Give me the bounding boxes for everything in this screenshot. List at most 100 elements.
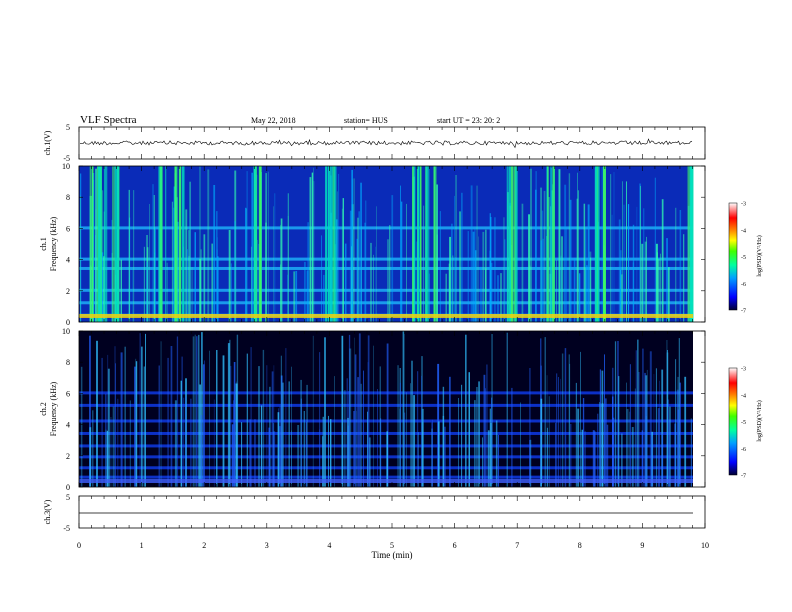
spec1-streak	[230, 263, 232, 322]
spec1-streak	[474, 250, 477, 322]
spec1-streak	[439, 211, 441, 322]
spec1-streak	[273, 206, 274, 322]
spec2-streak	[641, 430, 643, 487]
spec2-streak	[626, 382, 627, 487]
spec2-band	[79, 444, 693, 448]
spec1-streak	[449, 236, 451, 322]
spec1-streak	[365, 200, 367, 322]
date-label: May 22, 2018	[251, 116, 296, 125]
spec2-streak	[580, 351, 581, 487]
spec2-streak	[80, 366, 83, 487]
spec1-streak	[376, 206, 377, 322]
spec1-streak	[251, 172, 253, 322]
spec2-streak	[582, 398, 585, 487]
spec2-streak	[227, 343, 230, 487]
spec1-streak	[661, 199, 664, 322]
spec1-streak	[576, 198, 579, 322]
spec2-streak	[101, 357, 103, 487]
spec1-burst	[91, 166, 94, 322]
spec1-streak	[400, 185, 401, 322]
spec2-streak	[312, 335, 314, 487]
spec1-streak	[154, 227, 156, 322]
spec1-streak	[541, 210, 544, 322]
spec2-streak	[600, 403, 602, 487]
spec1-streak	[482, 231, 485, 322]
spec1-streak	[573, 257, 576, 322]
spec2-streak	[599, 402, 600, 487]
spec1-streak	[287, 193, 289, 322]
cbar1-ticks-label: -7	[741, 309, 746, 315]
ch1-colorbar-label: log(PSD)(V²/Hz)	[756, 235, 763, 276]
spec2-streak	[216, 350, 218, 487]
spec1-streak	[540, 240, 542, 322]
spec1-streak	[203, 234, 206, 322]
spec1-streak	[621, 274, 623, 322]
spec2-streak	[669, 406, 671, 487]
spec1-burst	[99, 166, 102, 322]
spec1-streak	[120, 259, 122, 322]
ch1-waveform-panel: 5 -5 ch.1(V)	[43, 123, 706, 163]
spec1-streak	[133, 190, 135, 322]
spec1-streak	[459, 211, 461, 322]
spec1-streak	[304, 261, 306, 322]
spec1-streak	[194, 232, 196, 322]
spec1-streak	[199, 259, 201, 322]
station-label: station= HUS	[344, 116, 388, 125]
ch3-ylabel: ch.3(V)	[43, 499, 52, 524]
ch1-spectrogram-image	[79, 166, 694, 322]
spec1-streak	[610, 174, 612, 322]
spec1-streak	[569, 199, 572, 322]
spec1-burst	[433, 166, 435, 322]
spec2-streak	[158, 365, 160, 487]
spec2-streak	[570, 424, 572, 487]
spec1-streak	[335, 219, 338, 322]
ch1-spec-ylabel-line2: Frequency (kHz)	[49, 216, 58, 271]
spec2-streak	[399, 408, 401, 487]
ch1-waveform-line	[79, 138, 693, 149]
spec2-streak	[386, 431, 388, 487]
spec1-burst	[412, 166, 414, 322]
spec2-lowfreq	[79, 479, 693, 483]
spec1-streak	[561, 236, 563, 322]
spec2-band	[79, 419, 693, 423]
spec1-ytick-label: 6	[66, 224, 70, 233]
spec2-streak	[135, 361, 138, 487]
spec2-streak	[421, 375, 422, 487]
spec2-streak	[170, 346, 173, 487]
time-tick-label: 0	[77, 541, 81, 550]
spec2-streak	[360, 383, 362, 487]
spec1-streak	[129, 217, 131, 322]
spec1-streak	[568, 173, 571, 322]
spec1-streak	[585, 265, 588, 322]
spec2-streak	[645, 400, 648, 487]
spec2-streak	[209, 350, 210, 487]
spec1-streak	[626, 181, 627, 322]
spec2-streak	[363, 370, 364, 487]
spec1-band	[79, 257, 693, 261]
spec2-streak	[413, 395, 415, 487]
spec2-streak	[483, 374, 486, 487]
spec2-streak	[476, 387, 478, 487]
ch1-ytick-bottom: -5	[63, 154, 70, 163]
spec2-streak	[379, 366, 381, 487]
spec1-streak	[535, 171, 537, 322]
spec1-streak	[636, 206, 638, 322]
spec2-streak	[546, 375, 548, 487]
ch1-spectrogram-bg	[79, 166, 693, 322]
spec2-streak	[402, 331, 405, 487]
spec1-streak	[173, 207, 175, 322]
spec2-streak	[614, 341, 617, 487]
time-tick-label: 9	[640, 541, 644, 550]
spec1-streak	[658, 259, 660, 322]
spec2-streak	[176, 336, 179, 487]
spec1-streak	[436, 184, 438, 322]
ch1-spec-ylabel-line1: ch.1	[39, 237, 48, 251]
spec2-streak	[677, 409, 680, 487]
spec1-streak	[560, 255, 562, 322]
spec1-streak	[146, 247, 149, 322]
spec1-streak	[654, 177, 656, 322]
ch2-colorbar	[728, 367, 738, 476]
spec1-burst	[420, 166, 422, 322]
start-time-label: start UT = 23: 20: 2	[437, 116, 500, 125]
spec1-streak	[556, 260, 557, 322]
